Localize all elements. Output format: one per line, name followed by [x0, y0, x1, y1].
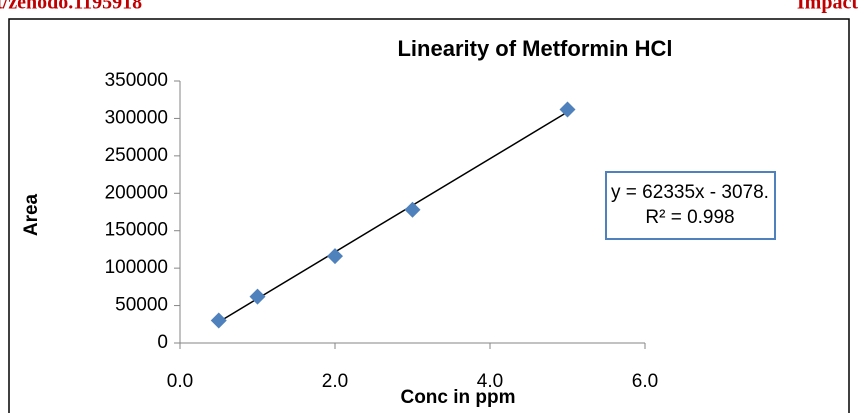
- point: [210, 312, 227, 329]
- y-tick-label: 350000: [105, 70, 168, 91]
- x-tick-label: 6.0: [632, 371, 658, 392]
- header-left: t/zenodo.1195918: [0, 0, 142, 14]
- x-tick-label: 4.0: [477, 371, 503, 392]
- point: [249, 288, 266, 305]
- y-tick-label: 250000: [105, 145, 168, 166]
- header-right: Impact: [797, 0, 858, 14]
- y-tick-label: 100000: [105, 257, 168, 278]
- y-tick-label: 150000: [105, 220, 168, 241]
- x-axis-label: Conc in ppm: [400, 387, 515, 408]
- y-axis-label: Area: [21, 193, 42, 236]
- x-tick-label: 0.0: [167, 371, 193, 392]
- equation-box: [605, 171, 776, 240]
- trendline-r2: R² = 0.998: [645, 207, 734, 228]
- trendline-equation: y = 62335x - 3078.: [611, 182, 769, 203]
- y-tick-label: 50000: [115, 295, 168, 316]
- point: [327, 248, 343, 265]
- trendline: [218, 111, 568, 323]
- y-tick-label: 200000: [105, 182, 168, 203]
- y-tick-label: 0: [157, 332, 168, 353]
- point: [559, 101, 576, 118]
- chart-title: Linearity of Metformin HCl: [397, 36, 672, 61]
- x-tick-label: 2.0: [322, 371, 348, 392]
- point: [404, 201, 421, 218]
- y-tick-label: 300000: [105, 107, 168, 128]
